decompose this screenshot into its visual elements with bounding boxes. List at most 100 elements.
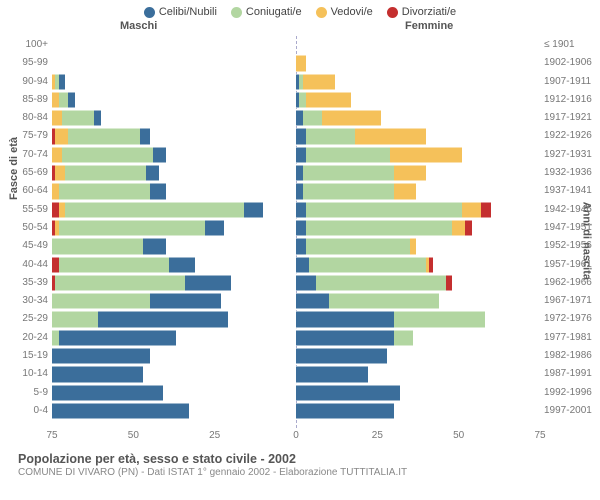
- bar-container: [52, 275, 540, 291]
- age-label: 80-84: [8, 112, 48, 123]
- x-tick: 25: [209, 430, 220, 441]
- female-bar: [296, 147, 540, 163]
- birth-year-label: 1982-1986: [544, 350, 598, 361]
- birth-year-label: 1957-1961: [544, 259, 598, 270]
- x-tick: 75: [534, 430, 545, 441]
- bar-container: [52, 92, 540, 108]
- bar-segment-celibi: [296, 238, 306, 254]
- bar-segment-coniugati: [59, 220, 205, 236]
- male-bar: [52, 165, 296, 181]
- chart-footer: Popolazione per età, sesso e stato civil…: [0, 446, 600, 478]
- birth-year-label: 1922-1926: [544, 130, 598, 141]
- bar-segment-celibi: [153, 147, 166, 163]
- female-bar: [296, 128, 540, 144]
- bar-segment-divorziati: [481, 202, 491, 218]
- age-label: 60-64: [8, 185, 48, 196]
- footer-subtitle: COMUNE DI VIVARO (PN) - Dati ISTAT 1° ge…: [18, 467, 590, 478]
- bar-segment-divorziati: [465, 220, 472, 236]
- bar-segment-coniugati: [306, 128, 355, 144]
- male-bar: [52, 366, 296, 382]
- bar-container: [52, 55, 540, 71]
- age-row: 55-591942-1946: [52, 201, 540, 219]
- age-label: 5-9: [8, 387, 48, 398]
- age-row: 0-41997-2001: [52, 402, 540, 420]
- female-bar: [296, 385, 540, 401]
- bar-segment-celibi: [296, 220, 306, 236]
- age-label: 70-74: [8, 149, 48, 160]
- bar-container: [52, 293, 540, 309]
- bar-segment-celibi: [296, 330, 394, 346]
- bar-segment-coniugati: [303, 110, 323, 126]
- birth-year-label: 1942-1946: [544, 204, 598, 215]
- bar-segment-celibi: [296, 293, 329, 309]
- bar-segment-celibi: [296, 348, 387, 364]
- bar-segment-coniugati: [329, 293, 440, 309]
- bar-segment-celibi: [68, 92, 75, 108]
- x-axis: 7550250255075: [52, 428, 540, 446]
- bar-segment-vedovi: [355, 128, 427, 144]
- female-bar: [296, 110, 540, 126]
- bar-container: [52, 202, 540, 218]
- header-male: Maschi: [120, 20, 157, 32]
- bar-segment-divorziati: [429, 257, 432, 273]
- female-bar: [296, 293, 540, 309]
- birth-year-label: 1962-1966: [544, 277, 598, 288]
- age-label: 90-94: [8, 76, 48, 87]
- bar-segment-coniugati: [65, 165, 146, 181]
- male-bar: [52, 74, 296, 90]
- legend-swatch-icon: [316, 7, 327, 18]
- bar-container: [52, 165, 540, 181]
- bar-segment-celibi: [52, 403, 189, 419]
- female-bar: [296, 37, 540, 53]
- bar-segment-vedovi: [410, 238, 417, 254]
- bar-segment-celibi: [52, 385, 163, 401]
- bar-segment-coniugati: [52, 293, 150, 309]
- bar-container: [52, 257, 540, 273]
- birth-year-label: 1947-1951: [544, 222, 598, 233]
- female-bar: [296, 311, 540, 327]
- bar-container: [52, 311, 540, 327]
- age-label: 25-29: [8, 313, 48, 324]
- age-label: 55-59: [8, 204, 48, 215]
- male-bar: [52, 37, 296, 53]
- age-label: 0-4: [8, 405, 48, 416]
- legend-item: Vedovi/e: [316, 6, 373, 18]
- bar-container: [52, 147, 540, 163]
- bar-segment-coniugati: [394, 330, 414, 346]
- bar-container: [52, 238, 540, 254]
- bar-segment-celibi: [52, 366, 143, 382]
- male-bar: [52, 293, 296, 309]
- x-tick: 75: [46, 430, 57, 441]
- bar-segment-coniugati: [303, 183, 394, 199]
- age-row: 25-291972-1976: [52, 310, 540, 328]
- bar-segment-vedovi: [52, 110, 62, 126]
- bar-segment-celibi: [169, 257, 195, 273]
- age-row: 70-741927-1931: [52, 146, 540, 164]
- age-row: 75-791922-1926: [52, 127, 540, 145]
- bar-container: [52, 403, 540, 419]
- female-bar: [296, 220, 540, 236]
- bar-segment-vedovi: [322, 110, 381, 126]
- bar-segment-celibi: [59, 74, 66, 90]
- bar-segment-celibi: [150, 183, 166, 199]
- bar-segment-coniugati: [394, 311, 485, 327]
- bar-container: [52, 385, 540, 401]
- female-bar: [296, 403, 540, 419]
- female-bar: [296, 165, 540, 181]
- age-row: 45-491952-1956: [52, 237, 540, 255]
- birth-year-label: 1927-1931: [544, 149, 598, 160]
- bar-segment-vedovi: [462, 202, 482, 218]
- female-bar: [296, 275, 540, 291]
- population-pyramid-chart: Celibi/NubiliConiugati/eVedovi/eDivorzia…: [0, 0, 600, 500]
- header-female: Femmine: [405, 20, 453, 32]
- bar-segment-coniugati: [59, 92, 69, 108]
- birth-year-label: 1997-2001: [544, 405, 598, 416]
- female-bar: [296, 348, 540, 364]
- birth-year-label: ≤ 1901: [544, 39, 598, 50]
- bar-segment-coniugati: [306, 202, 462, 218]
- bar-segment-celibi: [296, 257, 309, 273]
- bar-segment-coniugati: [316, 275, 446, 291]
- age-row: 80-841917-1921: [52, 109, 540, 127]
- male-bar: [52, 202, 296, 218]
- bar-segment-celibi: [296, 385, 400, 401]
